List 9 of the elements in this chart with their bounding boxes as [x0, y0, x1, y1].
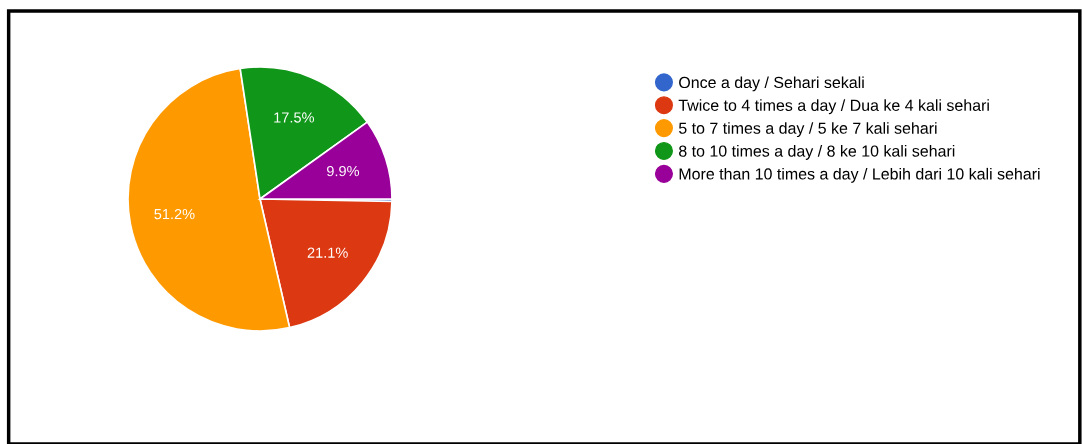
legend-label: Twice to 4 times a day / Dua ke 4 kali sehari	[678, 99, 989, 115]
data-label: 21.1%	[307, 247, 348, 258]
legend-label: 8 to 10 times a day / 8 ke 10 kali sehari	[679, 145, 955, 160]
legend-label: More than 10 times a day / Lebih dari 10 kali sehari	[679, 167, 1040, 183]
data-label: 9.9%	[327, 165, 360, 177]
data-label: 51.2%	[154, 208, 195, 220]
legend-label: 5 to 7 times a day / 5 ke 7 kali sehari	[678, 122, 937, 138]
data-label: 17.5%	[274, 112, 314, 123]
legend-label: Once a day / Sehari sekali	[679, 76, 864, 92]
